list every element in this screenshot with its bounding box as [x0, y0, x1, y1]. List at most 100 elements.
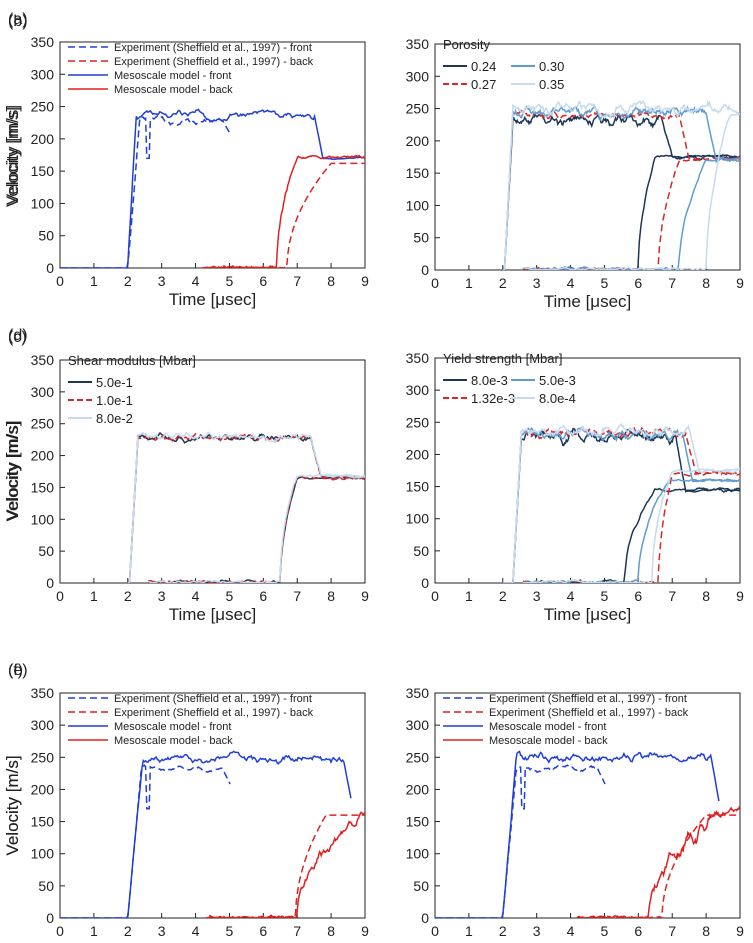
y-tick-label: 350 — [31, 352, 55, 368]
series-line — [502, 426, 740, 583]
x-tick-label: 9 — [361, 273, 369, 289]
y-tick-label: 0 — [421, 575, 429, 591]
panel-label: (f) — [8, 662, 23, 679]
x-tick-label: 0 — [56, 588, 64, 604]
series-line — [209, 814, 365, 918]
x-tick-label: 5 — [226, 923, 234, 939]
chart-panel-e: (e) 0 1 2 3 4 5 6 7 8 9 0 50 100 150 200 250 300 350 Time [… — [3, 662, 369, 943]
x-tick-label: 2 — [124, 273, 132, 289]
x-axis-title: Time [μsec] — [544, 292, 632, 311]
x-tick-label: 9 — [361, 923, 369, 939]
x-tick-label: 5 — [226, 588, 234, 604]
y-tick-label: 150 — [31, 163, 55, 179]
legend-entry: Mesoscale model - back — [489, 735, 608, 747]
series-line — [587, 814, 740, 918]
series-line — [205, 811, 365, 918]
legend: Yield strength [Mbar] 8.0e-3 1.32e-3 5.0e-3… — [443, 351, 576, 406]
y-tick-label: 100 — [406, 846, 430, 862]
x-tick-label: 2 — [499, 588, 507, 604]
panel-label: (a) — [8, 11, 28, 28]
series-line — [127, 431, 365, 583]
series-line — [502, 423, 740, 583]
x-tick-label: 1 — [465, 588, 473, 604]
x-tick-label: 1 — [90, 273, 98, 289]
y-tick-label: 50 — [413, 878, 429, 894]
x-axis-title: Time [μsec] — [169, 605, 257, 624]
y-tick-label: 150 — [406, 479, 430, 495]
y-tick-label: 100 — [31, 195, 55, 211]
y-tick-label: 350 — [406, 685, 430, 701]
y-tick-label: 300 — [31, 66, 55, 82]
y-tick-label: 150 — [31, 479, 55, 495]
x-tick-label: 0 — [431, 275, 439, 291]
y-axis-title: Velocity [m/s] — [3, 105, 22, 205]
y-tick-label: 250 — [406, 101, 430, 117]
x-tick-label: 5 — [601, 275, 609, 291]
x-tick-label: 1 — [465, 275, 473, 291]
x-tick-label: 8 — [327, 273, 335, 289]
x-tick-label: 5 — [226, 273, 234, 289]
x-tick-label: 2 — [124, 923, 132, 939]
series-line — [212, 162, 365, 268]
chart-panel-a: (a) 0 1 2 3 4 5 6 7 8 9 0 50 100 150 200 250 300 350 Time [… — [3, 11, 369, 309]
y-tick-label: 200 — [31, 131, 55, 147]
legend-entry: 0.24 — [471, 59, 496, 74]
y-tick-label: 250 — [31, 99, 55, 115]
x-tick-label: 2 — [499, 275, 507, 291]
x-tick-label: 8 — [327, 923, 335, 939]
x-tick-label: 9 — [736, 275, 744, 291]
x-tick-label: 4 — [192, 588, 200, 604]
x-tick-label: 6 — [634, 923, 642, 939]
legend: Experiment (Sheffield et al., 1997) - fr… — [68, 42, 314, 96]
legend-entry: Mesoscale model - front — [114, 70, 231, 82]
y-tick-label: 300 — [406, 717, 430, 733]
x-tick-label: 6 — [634, 275, 642, 291]
series-line — [202, 154, 365, 268]
x-tick-label: 3 — [533, 923, 541, 939]
y-tick-label: 300 — [406, 68, 430, 84]
x-tick-label: 8 — [702, 923, 710, 939]
series-line — [502, 426, 740, 583]
legend-entry: Experiment (Sheffield et al., 1997) - ba… — [489, 707, 689, 719]
y-tick-label: 100 — [406, 197, 430, 213]
y-axis-title: Velocity [m/s] — [3, 755, 22, 855]
legend-entry: Experiment (Sheffield et al., 1997) - fr… — [114, 693, 312, 705]
y-axis-title: Velocity [m/s] — [3, 107, 22, 207]
legend-entry: 0.30 — [539, 59, 564, 74]
legend: Experiment (Sheffield et al., 1997) - fr… — [68, 693, 314, 747]
legend-entry: 5.0e-3 — [539, 373, 576, 388]
y-tick-label: 50 — [38, 543, 54, 559]
x-axis-title: Time [μsec] — [544, 940, 632, 943]
x-tick-label: 1 — [465, 923, 473, 939]
x-tick-label: 3 — [158, 923, 166, 939]
x-tick-label: 4 — [192, 923, 200, 939]
x-tick-label: 5 — [601, 588, 609, 604]
chart-panel-c: (c) 0 1 2 3 4 5 6 7 8 9 0 50 100 150 200 250 300 350 Time [… — [3, 329, 369, 624]
legend-entry: Mesoscale model - front — [114, 721, 231, 733]
x-axis-title: Time [μsec] — [169, 290, 257, 309]
x-tick-label: 3 — [158, 588, 166, 604]
y-tick-label: 350 — [406, 36, 430, 52]
legend: Experiment (Sheffield et al., 1997) - fr… — [443, 693, 689, 747]
x-tick-label: 0 — [56, 273, 64, 289]
series-line — [502, 99, 740, 270]
x-tick-label: 7 — [293, 588, 301, 604]
legend-entry: Mesoscale model - back — [114, 735, 233, 747]
legend-title: Porosity — [443, 37, 490, 52]
x-tick-label: 6 — [259, 923, 267, 939]
y-tick-label: 100 — [406, 511, 430, 527]
y-tick-label: 250 — [31, 416, 55, 432]
series-line — [502, 113, 740, 270]
x-tick-label: 7 — [668, 275, 676, 291]
x-tick-label: 3 — [533, 588, 541, 604]
x-tick-label: 0 — [431, 923, 439, 939]
legend-entry: Mesoscale model - back — [114, 84, 233, 96]
legend-entry: Mesoscale model - front — [489, 721, 606, 733]
y-tick-label: 200 — [406, 133, 430, 149]
y-axis-title: Velocity [m/s] — [3, 755, 22, 855]
y-tick-label: 200 — [31, 448, 55, 464]
series-line — [435, 750, 720, 918]
y-axis-title: Velocity [m/s] — [3, 421, 22, 521]
x-tick-label: 2 — [499, 923, 507, 939]
series-line — [435, 764, 606, 918]
